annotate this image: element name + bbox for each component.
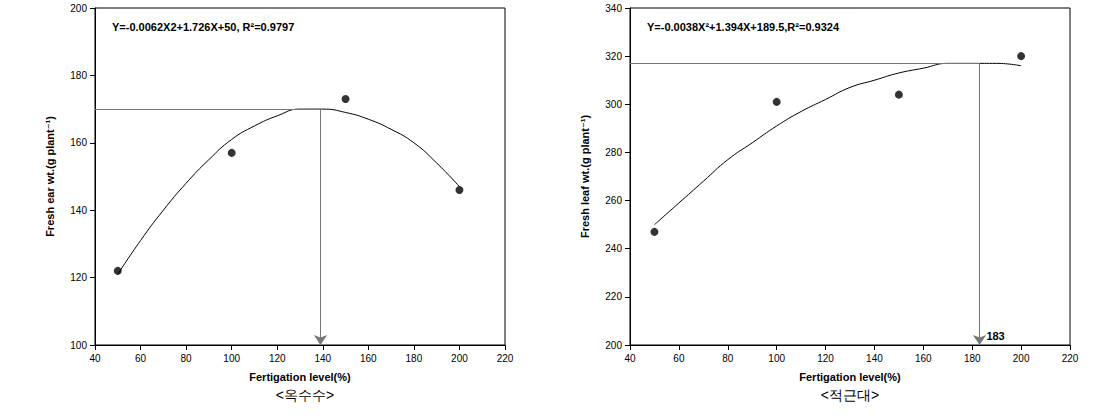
svg-text:100: 100 <box>223 353 240 364</box>
svg-text:Fertigation level(%): Fertigation level(%) <box>249 371 351 383</box>
svg-text:180: 180 <box>964 353 981 364</box>
svg-text:320: 320 <box>605 51 622 62</box>
svg-text:200: 200 <box>70 3 87 14</box>
svg-text:260: 260 <box>605 195 622 206</box>
svg-text:80: 80 <box>722 353 734 364</box>
svg-text:240: 240 <box>605 243 622 254</box>
svg-text:280: 280 <box>605 147 622 158</box>
svg-text:300: 300 <box>605 99 622 110</box>
svg-text:200: 200 <box>605 340 622 351</box>
svg-text:180: 180 <box>70 70 87 81</box>
svg-text:140: 140 <box>866 353 883 364</box>
svg-text:160: 160 <box>70 137 87 148</box>
svg-text:60: 60 <box>673 353 685 364</box>
svg-text:340: 340 <box>605 3 622 14</box>
svg-text:120: 120 <box>817 353 834 364</box>
svg-text:100: 100 <box>70 340 87 351</box>
svg-text:Fresh leaf wt.(g plant⁻¹): Fresh leaf wt.(g plant⁻¹) <box>579 115 591 238</box>
svg-text:100: 100 <box>768 353 785 364</box>
svg-text:Fresh ear wt.(g plant⁻¹): Fresh ear wt.(g plant⁻¹) <box>44 116 56 237</box>
svg-text:Y=-0.0038X²+1.394X+189.5,R²=0.: Y=-0.0038X²+1.394X+189.5,R²=0.9324 <box>647 21 840 33</box>
svg-text:200: 200 <box>451 353 468 364</box>
svg-text:40: 40 <box>624 353 636 364</box>
svg-text:Y=-0.0062X2+1.726X+50, R²=0.97: Y=-0.0062X2+1.726X+50, R²=0.9797 <box>112 21 294 33</box>
svg-text:140: 140 <box>314 353 331 364</box>
svg-text:180: 180 <box>406 353 423 364</box>
svg-text:120: 120 <box>269 353 286 364</box>
svg-text:220: 220 <box>1062 353 1079 364</box>
svg-text:220: 220 <box>497 353 514 364</box>
svg-text:Fertigation level(%): Fertigation level(%) <box>799 371 901 383</box>
svg-text:120: 120 <box>70 272 87 283</box>
svg-text:60: 60 <box>135 353 147 364</box>
svg-text:160: 160 <box>915 353 932 364</box>
svg-text:80: 80 <box>181 353 193 364</box>
svg-text:183: 183 <box>986 330 1004 342</box>
svg-text:40: 40 <box>89 353 101 364</box>
svg-text:<옥수수>: <옥수수> <box>276 387 334 403</box>
svg-text:200: 200 <box>1013 353 1030 364</box>
svg-text:140: 140 <box>70 205 87 216</box>
svg-text:160: 160 <box>360 353 377 364</box>
svg-text:220: 220 <box>605 291 622 302</box>
svg-text:<적근대>: <적근대> <box>821 387 879 403</box>
